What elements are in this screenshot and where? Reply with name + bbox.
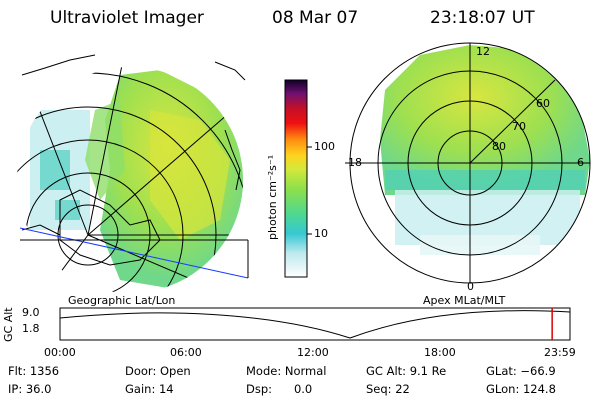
timeline-xtick-3: 18:00 — [424, 346, 456, 359]
info-door: Door: Open — [125, 364, 191, 378]
info-seq: Seq: 22 — [366, 382, 410, 396]
timeline-xtick-0: 00:00 — [44, 346, 76, 359]
colorbar-tick-10: 10 — [314, 227, 328, 240]
instrument-title: Ultraviolet Imager — [50, 8, 204, 28]
info-gc-alt: GC Alt: 9.1 Re — [366, 364, 447, 378]
altitude-timeline — [59, 307, 571, 341]
info-gain: Gain: 14 — [125, 382, 174, 396]
date-label: 08 Mar 07 — [272, 8, 359, 28]
colorbar-unit-label: photon cm⁻²s⁻¹ — [266, 154, 279, 240]
lat-70-label: 70 — [512, 120, 526, 133]
timeline-ytick-top: 9.0 — [22, 306, 40, 319]
info-glat: GLat: −66.9 — [486, 364, 556, 378]
timeline-axis-label: GC Alt — [2, 307, 15, 342]
colorbar — [284, 79, 312, 278]
geographic-image — [17, 54, 249, 293]
lat-60-label: 60 — [536, 97, 550, 110]
info-dsp: Dsp: 0.0 — [246, 382, 313, 396]
info-flight: Flt: 1356 — [8, 364, 60, 378]
info-mode: Mode: Normal — [246, 364, 327, 378]
mlt-0-label: 0 — [467, 280, 474, 293]
lat-80-label: 80 — [492, 140, 506, 153]
apex-image — [345, 42, 591, 284]
geographic-label: Geographic Lat/Lon — [68, 294, 176, 307]
timeline-xtick-1: 06:00 — [170, 346, 202, 359]
mlt-6-label: 6 — [577, 156, 584, 169]
mlt-18-label: 18 — [348, 156, 362, 169]
timeline-ytick-bottom: 1.8 — [22, 322, 40, 335]
timeline-xtick-4: 23:59 — [544, 346, 576, 359]
time-label: 23:18:07 UT — [430, 8, 535, 28]
timeline-xtick-2: 12:00 — [297, 346, 329, 359]
info-ip: IP: 36.0 — [8, 382, 52, 396]
apex-label: Apex MLat/MLT — [423, 294, 506, 307]
mlt-12-label: 12 — [476, 45, 490, 58]
info-glon: GLon: 124.8 — [486, 382, 556, 396]
colorbar-tick-100: 100 — [314, 140, 335, 153]
